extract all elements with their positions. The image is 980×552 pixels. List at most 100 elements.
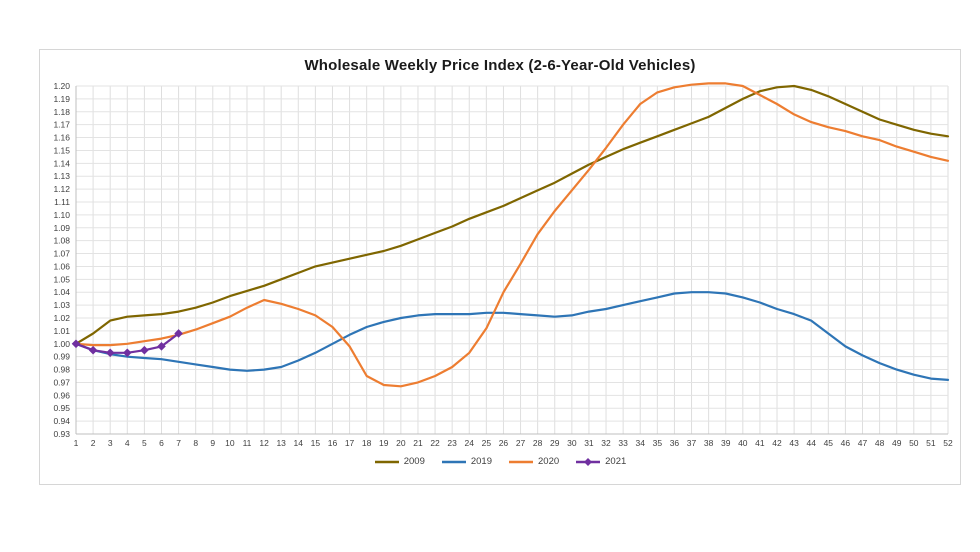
x-tick-label: 41 (755, 438, 765, 448)
y-tick-label: 1.05 (53, 274, 70, 284)
legend-swatch-2019 (441, 460, 466, 463)
x-tick-label: 6 (159, 438, 164, 448)
x-tick-label: 48 (875, 438, 885, 448)
y-tick-label: 0.97 (53, 377, 70, 387)
y-tick-label: 1.10 (53, 210, 70, 220)
x-tick-label: 18 (362, 438, 372, 448)
legend-label: 2009 (403, 456, 425, 467)
x-tick-label: 50 (909, 438, 919, 448)
series-marker-2021 (71, 339, 81, 349)
x-tick-label: 3 (108, 438, 113, 448)
x-tick-label: 9 (210, 438, 215, 448)
y-tick-label: 1.15 (53, 145, 70, 155)
x-tick-label: 43 (789, 438, 799, 448)
series-marker-2021 (140, 345, 149, 355)
x-tick-label: 8 (193, 438, 198, 448)
x-tick-label: 15 (311, 438, 321, 448)
series-line-2009 (74, 84, 950, 345)
y-tick-label: 1.20 (53, 81, 70, 91)
y-tick-label: 1.00 (53, 339, 70, 349)
y-tick-label: 1.01 (53, 326, 70, 336)
y-tick-label: 1.19 (53, 94, 70, 104)
x-tick-label: 27 (516, 438, 526, 448)
legend-swatch-2020 (509, 460, 533, 463)
y-tick-label: 0.94 (53, 416, 70, 426)
x-tick-label: 21 (413, 438, 423, 448)
x-tick-label: 36 (670, 438, 680, 448)
y-tick-label: 0.95 (53, 403, 70, 413)
y-tick-label: 0.99 (53, 352, 70, 362)
x-tick-label: 4 (125, 438, 130, 448)
x-tick-label: 24 (465, 438, 475, 448)
y-tick-label: 1.09 (53, 223, 70, 233)
legend-item-2020: 2020 (508, 456, 559, 467)
legend-swatch-2021 (576, 457, 601, 466)
legend-item-2009: 2009 (374, 456, 425, 467)
x-tick-label: 37 (687, 438, 697, 448)
y-tick-label: 1.06 (53, 261, 70, 271)
y-tick-label: 1.04 (53, 287, 70, 297)
line-chart: 0.93 0.94 0.95 0.96 0.97 0.98 0.99 1.00 1.01 1.02… (53, 81, 953, 448)
x-tick-label: 52 (943, 438, 953, 448)
x-tick-label: 39 (721, 438, 731, 448)
y-tick-label: 1.07 (53, 249, 70, 259)
x-tick-label: 40 (738, 438, 748, 448)
x-tick-label: 13 (276, 438, 286, 448)
x-tick-label: 45 (824, 438, 834, 448)
x-tick-label: 38 (704, 438, 714, 448)
y-tick-label: 1.11 (54, 197, 70, 207)
y-tick-label: 1.17 (53, 120, 70, 130)
series-marker-2021 (88, 345, 98, 355)
x-tick-label: 1 (74, 438, 79, 448)
y-tick-label: 1.14 (53, 158, 70, 168)
legend-item-2019: 2019 (441, 456, 492, 467)
x-tick-label: 32 (601, 438, 611, 448)
x-tick-label: 33 (618, 438, 628, 448)
y-tick-label: 0.98 (53, 365, 70, 375)
x-tick-label: 10 (225, 438, 235, 448)
x-tick-label: 14 (294, 438, 304, 448)
series-marker-2021 (122, 348, 132, 358)
series-marker-2021 (174, 329, 183, 338)
y-tick-label: 1.03 (53, 300, 70, 310)
x-tick-label: 28 (533, 438, 543, 448)
y-tick-label: 1.13 (53, 171, 70, 181)
y-tick-label: 1.08 (53, 236, 70, 246)
x-tick-label: 5 (142, 438, 147, 448)
x-tick-label: 22 (430, 438, 440, 448)
legend-label: 2021 (605, 456, 627, 467)
legend-item-2021: 2021 (575, 456, 626, 467)
y-tick-label: 1.12 (53, 184, 70, 194)
x-tick-label: 2 (91, 438, 96, 448)
x-tick-label: 23 (447, 438, 457, 448)
x-tick-label: 12 (259, 438, 269, 448)
x-tick-label: 49 (892, 438, 902, 448)
x-tick-label: 42 (772, 438, 782, 448)
chart-frame: 0.93 0.94 0.95 0.96 0.97 0.98 0.99 1.00 1.01 1.02… (39, 49, 961, 485)
x-tick-label: 35 (653, 438, 663, 448)
x-tick-label: 19 (379, 438, 389, 448)
x-tick-label: 7 (176, 438, 181, 448)
x-tick-label: 44 (806, 438, 816, 448)
legend-swatch-2009 (374, 460, 399, 463)
series-line-2020 (74, 82, 950, 388)
x-tick-label: 26 (499, 438, 509, 448)
legend-label: 2019 (470, 456, 492, 467)
x-tick-label: 51 (926, 438, 936, 448)
x-tick-label: 46 (841, 438, 851, 448)
y-tick-label: 0.96 (53, 390, 70, 400)
y-tick-label: 1.02 (53, 313, 70, 323)
x-tick-label: 47 (858, 438, 868, 448)
series-marker-2021 (105, 348, 115, 358)
x-tick-label: 29 (550, 438, 560, 448)
x-tick-label: 20 (396, 438, 406, 448)
chart-legend: 2009 2019 2020 2021 (40, 456, 960, 467)
x-tick-label: 34 (636, 438, 646, 448)
y-tick-label: 1.16 (53, 133, 70, 143)
x-tick-label: 25 (482, 438, 492, 448)
legend-label: 2020 (538, 456, 560, 467)
x-tick-label: 16 (328, 438, 338, 448)
x-tick-label: 17 (345, 438, 355, 448)
x-tick-label: 30 (567, 438, 577, 448)
x-tick-label: 31 (584, 438, 594, 448)
